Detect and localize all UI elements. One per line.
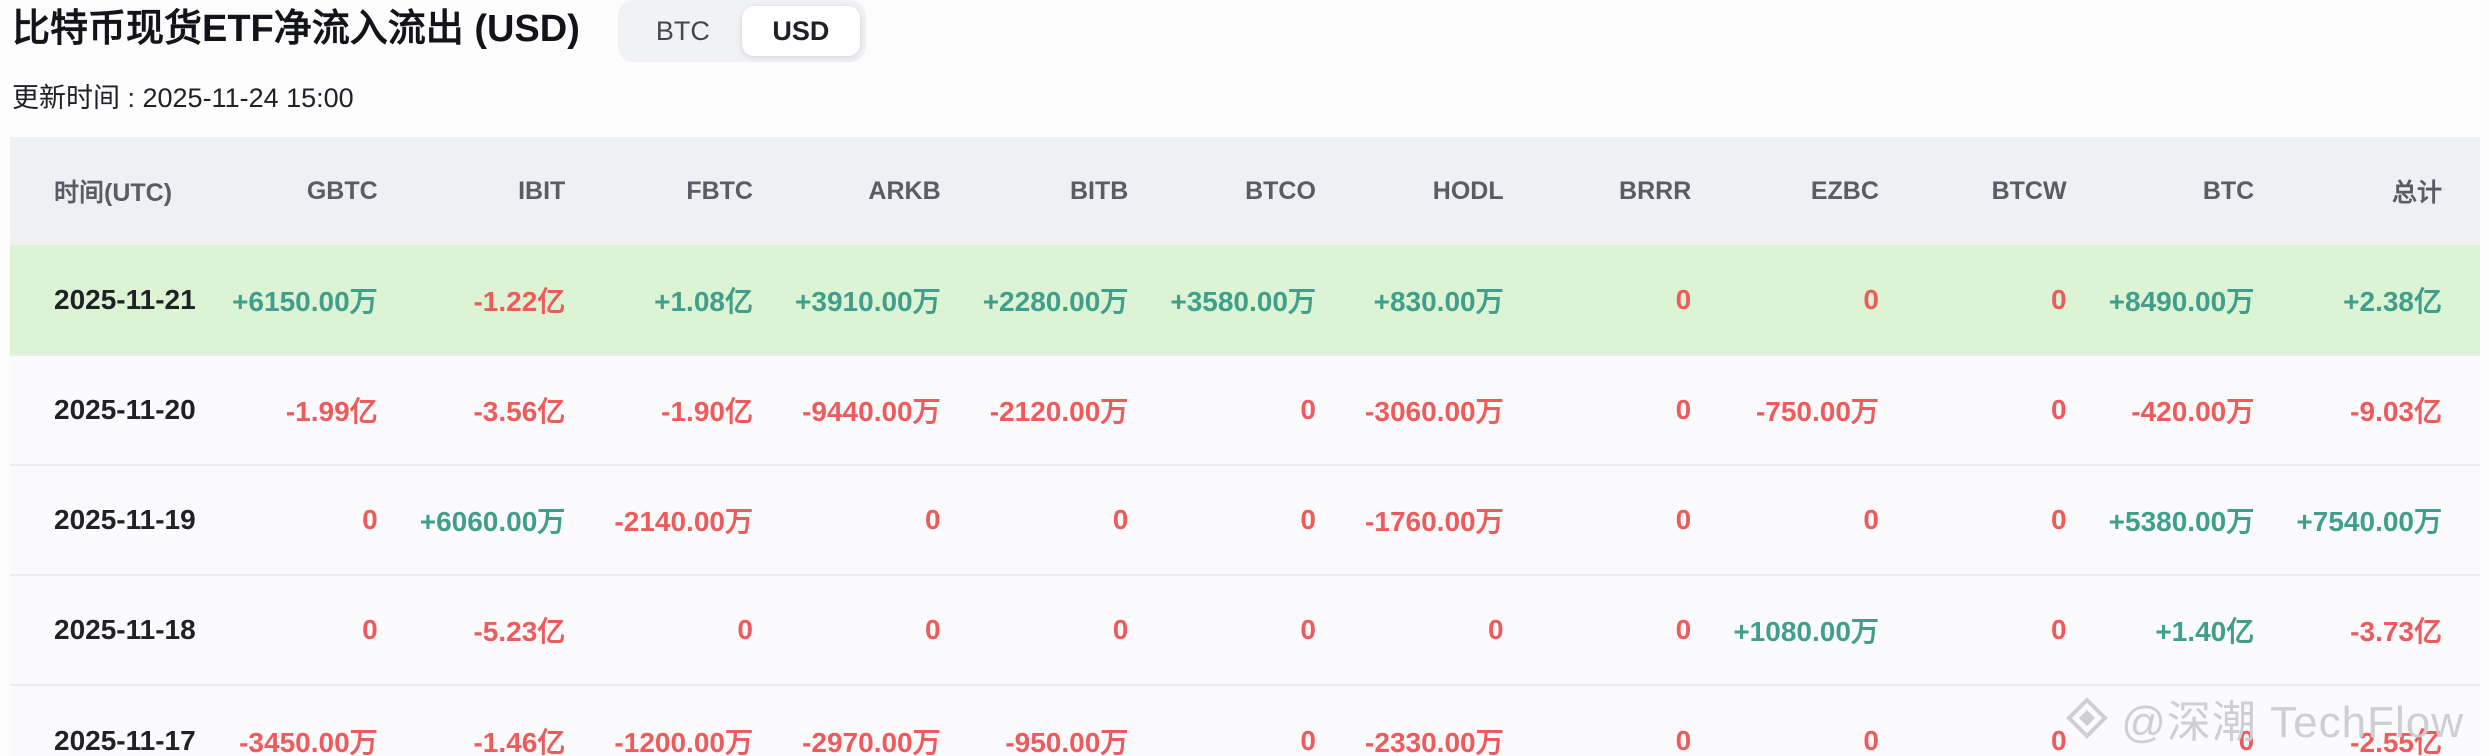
flow-value: 0 (228, 575, 416, 685)
flow-value: 0 (1166, 685, 1354, 756)
currency-toggle[interactable]: BTC USD (617, 0, 866, 62)
column-header-brrr: BRRR (1541, 137, 1730, 245)
flow-value: -1200.00万 (603, 685, 791, 756)
column-header-fbtc: FBTC (603, 137, 791, 245)
flow-value: 0 (2104, 685, 2293, 756)
flow-value: +1080.00万 (1729, 575, 1917, 685)
table-header: 时间(UTC) GBTC IBIT FBTC ARKB BITB BTCO HODL BRRR E… (10, 137, 2480, 245)
flow-value: 0 (1166, 575, 1354, 685)
flow-value: -2330.00万 (1353, 685, 1542, 756)
flow-value: +3580.00万 (1166, 245, 1354, 355)
flow-value: +8490.00万 (2104, 245, 2293, 355)
flow-value: 0 (1166, 465, 1354, 575)
etf-flow-table: 时间(UTC) GBTC IBIT FBTC ARKB BITB BTCO HODL BRRR E… (10, 137, 2480, 756)
flow-value: -3.73亿 (2292, 575, 2480, 685)
flow-value: -5.23亿 (415, 575, 604, 685)
flow-value: -1.90亿 (603, 355, 791, 465)
column-header-bitb: BITB (978, 137, 1167, 245)
flow-value: -2120.00万 (978, 355, 1167, 465)
flow-value: 0 (1353, 575, 1542, 685)
flow-value: -1.22亿 (415, 245, 604, 355)
flow-value: -2140.00万 (603, 465, 791, 575)
flow-value: -2970.00万 (790, 685, 979, 756)
flow-value: -3.56亿 (415, 355, 604, 465)
update-time: 更新时间 : 2025-11-24 15:00 (12, 83, 354, 113)
table-row: 2025-11-17 -3450.00万 -1.46亿 -1200.00万 -2970.… (10, 685, 2480, 756)
flow-value: 0 (978, 575, 1167, 685)
column-header-btcw: BTCW (1916, 137, 2105, 245)
flow-value: +3910.00万 (790, 245, 979, 355)
flow-value: 0 (1541, 685, 1730, 756)
flow-value: 0 (1541, 465, 1730, 575)
flow-value: 0 (790, 575, 979, 685)
flow-value: 0 (1729, 685, 1917, 756)
flow-value: -1.99亿 (228, 355, 416, 465)
column-header-btc: BTC (2104, 137, 2293, 245)
table-row: 2025-11-21 +6150.00万 -1.22亿 +1.08亿 +3910.00万… (10, 245, 2480, 355)
flow-value: -3450.00万 (228, 685, 416, 756)
flow-value: 0 (1166, 355, 1354, 465)
row-date: 2025-11-19 (10, 465, 228, 575)
column-header-ibit: IBIT (415, 137, 604, 245)
flow-value: +2280.00万 (978, 245, 1167, 355)
flow-value: +2.38亿 (2292, 245, 2480, 355)
flow-value: 0 (790, 465, 979, 575)
flow-value: 0 (228, 465, 416, 575)
flow-value: 0 (1916, 355, 2105, 465)
flow-value: 0 (1541, 575, 1730, 685)
column-header-gbtc: GBTC (228, 137, 416, 245)
flow-value: +6150.00万 (228, 245, 416, 355)
flow-value: 0 (1916, 685, 2105, 756)
flow-value: -420.00万 (2104, 355, 2293, 465)
flow-value: -950.00万 (978, 685, 1167, 756)
flow-value: 0 (978, 465, 1167, 575)
column-header-btco: BTCO (1166, 137, 1354, 245)
flow-value: +7540.00万 (2292, 465, 2480, 575)
flow-value: -750.00万 (1729, 355, 1917, 465)
flow-value: -2.55亿 (2292, 685, 2480, 756)
toggle-btc-button[interactable]: BTC (624, 6, 742, 56)
row-date: 2025-11-17 (10, 685, 228, 756)
page-title: 比特币现货ETF净流入流出 (USD) (12, 8, 580, 50)
row-date: 2025-11-18 (10, 575, 228, 685)
flow-value: +6060.00万 (415, 465, 604, 575)
table-row: 2025-11-20 -1.99亿 -3.56亿 -1.90亿 -9440.00万 -21… (10, 355, 2480, 465)
flow-value: +830.00万 (1353, 245, 1542, 355)
flow-value: -9.03亿 (2292, 355, 2480, 465)
table-row: 2025-11-19 0 +6060.00万 -2140.00万 0 0 0 -1760.00… (10, 465, 2480, 575)
table-body: 2025-11-21 +6150.00万 -1.22亿 +1.08亿 +3910.00万… (10, 245, 2480, 756)
flow-value: 0 (1541, 245, 1730, 355)
column-header-ezbc: EZBC (1729, 137, 1917, 245)
row-date: 2025-11-21 (10, 245, 228, 355)
flow-value: -3060.00万 (1353, 355, 1542, 465)
row-date: 2025-11-20 (10, 355, 228, 465)
toggle-usd-button[interactable]: USD (741, 6, 860, 56)
flow-value: +1.08亿 (603, 245, 791, 355)
flow-value: +5380.00万 (2104, 465, 2293, 575)
column-header-time: 时间(UTC) (10, 137, 228, 245)
flow-value: 0 (1916, 245, 2105, 355)
column-header-hodl: HODL (1353, 137, 1542, 245)
table-row: 2025-11-18 0 -5.23亿 0 0 0 0 0 0 +1080.00万 0 +1.40亿 -… (10, 575, 2480, 685)
flow-value: 0 (1729, 245, 1917, 355)
column-header-arkb: ARKB (790, 137, 979, 245)
column-header-总计: 总计 (2292, 137, 2480, 245)
flow-value: 0 (603, 575, 791, 685)
flow-value: 0 (1916, 465, 2105, 575)
flow-value: -9440.00万 (790, 355, 979, 465)
header-row: 时间(UTC) GBTC IBIT FBTC ARKB BITB BTCO HODL BRRR E… (10, 137, 2480, 245)
flow-value: 0 (1729, 465, 1917, 575)
topbar: 比特币现货ETF净流入流出 (USD) BTC USD (0, 0, 2490, 62)
flow-value: -1.46亿 (415, 685, 604, 756)
flow-value: 0 (1541, 355, 1730, 465)
flow-value: -1760.00万 (1353, 465, 1542, 575)
flow-value: 0 (1916, 575, 2105, 685)
flow-value: +1.40亿 (2104, 575, 2293, 685)
